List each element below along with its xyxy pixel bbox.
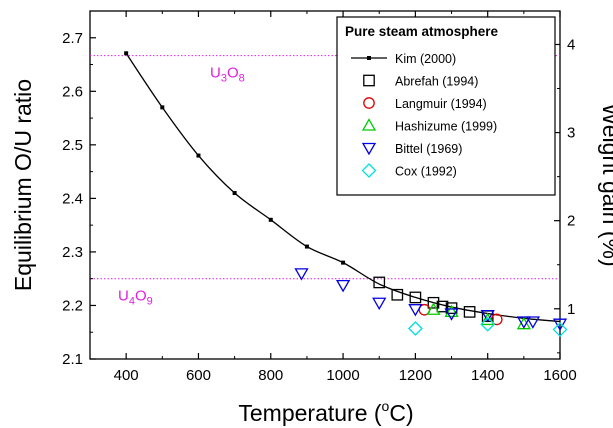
y2-axis-label: Weight gain (%) [598,103,613,266]
x-axis-label-tail: C) [389,400,413,426]
legend-marker [361,142,377,156]
legend-item: Langmuir (1994) [363,97,487,111]
data-point [124,51,129,56]
phase-label-part: U [118,288,129,305]
y-axis-right: 1 2 3 4 [554,36,575,354]
phase-label-part: O [227,65,239,82]
y-tick-label: 2.5 [62,137,83,154]
phase-label: U3O8 [210,65,245,85]
data-point [232,191,237,196]
y2-tick-label: 2 [567,213,575,230]
data-point [426,302,441,315]
data-point [335,279,351,293]
data-point [436,300,449,313]
legend-item: Cox (1992) [361,163,457,179]
legend-marker [363,97,375,109]
data-point [196,153,201,158]
data-point [408,304,423,317]
data-point [552,318,568,331]
x-tick-label: 1400 [471,367,504,384]
legend-label: Bittel (1969) [395,142,462,156]
x-axis: 400 600 800 1000 1200 1400 1600 [89,11,577,384]
legend-marker [361,163,377,178]
y-tick-label: 2.1 [62,351,83,368]
x-tick-label: 1000 [326,367,359,384]
data-point [445,302,458,314]
data-point [516,316,531,329]
data-point [268,217,273,222]
data-series [124,51,568,337]
legend-label: Kim (2000) [395,52,456,66]
x-axis-label-sup: o [382,398,390,414]
legend-label: Abrefah (1994) [395,75,478,89]
data-point [373,276,386,289]
y-tick-label: 2.7 [62,30,83,47]
y-tick-label: 2.3 [62,244,83,261]
data-point [480,312,495,326]
legend-marker [363,74,375,87]
phase-label-part: 8 [239,73,245,85]
legend-label: Hashizume (1999) [395,120,497,134]
data-point [341,260,346,265]
legend-label: Cox (1992) [395,165,457,179]
data-point [444,308,459,321]
data-point [480,316,496,332]
phase-label-part: 4 [129,296,135,308]
y2-tick-label: 3 [567,125,575,142]
x-axis-label-main: Temperature ( [238,400,382,426]
x-tick-label: 1200 [399,367,432,384]
legend-marker [367,56,371,60]
legend-item: Bittel (1969) [361,142,462,156]
y-tick-label: 2.4 [62,190,83,207]
series-4 [294,268,568,331]
y-tick-label: 2.6 [62,83,83,100]
phase-label-part: 9 [147,296,153,308]
data-point [444,304,459,318]
legend-item: Hashizume (1999) [361,118,497,134]
legend-item: Abrefah (1994) [363,74,478,89]
x-tick-label: 800 [258,367,283,384]
data-point [409,291,422,304]
x-tick-label: 600 [186,367,211,384]
series-5 [407,316,568,337]
y-tick-label: 2.2 [62,297,83,314]
y-axis-label: Equilibrium O/U ratio [10,79,36,291]
y-axis-left: 2.1 2.2 2.3 2.4 2.5 2.6 2.7 [62,30,96,368]
data-point [552,322,568,337]
data-point [294,268,309,281]
phase-label: U4O9 [118,288,153,308]
legend-marker [361,118,377,131]
legend-item: Kim (2000) [351,52,456,66]
data-point [480,309,495,323]
phase-label-part: U [210,65,221,82]
legend-title: Pure steam atmosphere [345,24,499,39]
x-tick-label: 1600 [543,367,576,384]
data-point [525,316,541,329]
series-3 [426,302,531,330]
phase-label-part: 3 [221,73,227,85]
legend: Pure steam atmosphere Kim (2000) Abrefah (… [336,16,556,196]
data-point [304,244,309,249]
data-point [372,297,387,311]
y2-tick-label: 1 [567,301,575,318]
data-point [160,105,165,110]
y2-tick-label: 4 [567,36,575,53]
data-point [463,306,476,318]
data-point [427,296,440,309]
x-axis-label: Temperature (oC) [238,398,413,426]
legend-label: Langmuir (1994) [395,97,487,111]
plot-frame [89,10,561,360]
data-point [391,288,404,301]
x-tick-label: 400 [114,367,139,384]
phase-label-part: O [135,288,147,305]
data-point [407,321,423,336]
